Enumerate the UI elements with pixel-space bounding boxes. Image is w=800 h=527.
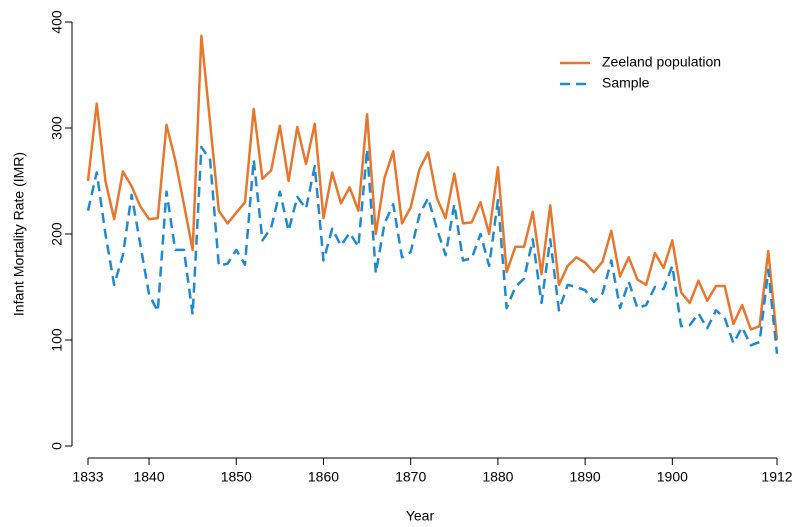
x-tick-label: 1840 [133,469,164,485]
x-tick-label: 1900 [657,469,688,485]
y-tick-label: 200 [49,222,65,246]
x-tick-label: 1833 [72,469,103,485]
y-tick-label: 300 [49,116,65,140]
x-tick-label: 1870 [395,469,426,485]
y-axis-label: Infant Mortality Rate (IMR) [11,152,27,316]
series-line [86,145,779,354]
x-tick-label: 1912 [761,469,792,485]
y-tick-label: 100 [49,328,65,352]
x-tick-label: 1860 [308,469,339,485]
x-tick-label: 1890 [570,469,601,485]
x-tick-label: 1850 [221,469,252,485]
y-tick-label: 400 [49,10,65,34]
x-tick-label: 1880 [482,469,513,485]
x-axis-label: Year [406,508,435,524]
legend-label: Zeeland population [602,54,721,70]
legend-label: Sample [602,75,650,91]
y-tick-label: 0 [49,442,65,450]
series-line [86,34,779,341]
